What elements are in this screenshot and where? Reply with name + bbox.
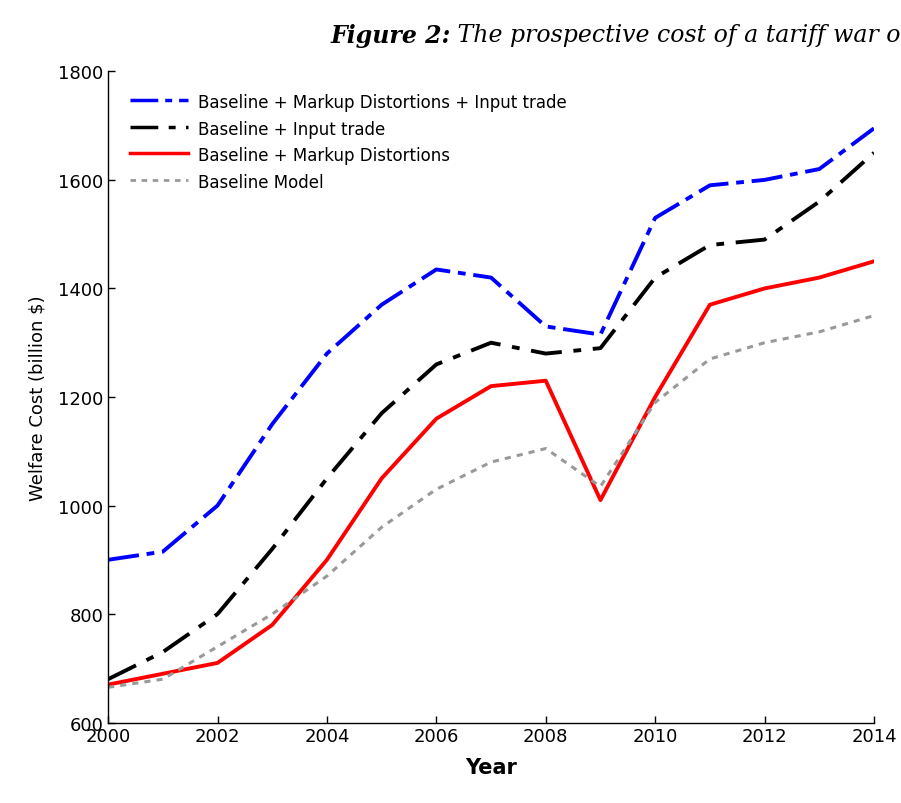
Y-axis label: Welfare Cost (billion $): Welfare Cost (billion $) bbox=[29, 295, 47, 500]
X-axis label: Year: Year bbox=[465, 756, 517, 777]
Legend: Baseline + Markup Distortions + Input trade, Baseline + Input trade, Baseline + : Baseline + Markup Distortions + Input tr… bbox=[116, 80, 580, 205]
Text: The prospective cost of a tariff war over time: The prospective cost of a tariff war ove… bbox=[450, 24, 901, 47]
Text: Figure 2:: Figure 2: bbox=[330, 24, 450, 48]
